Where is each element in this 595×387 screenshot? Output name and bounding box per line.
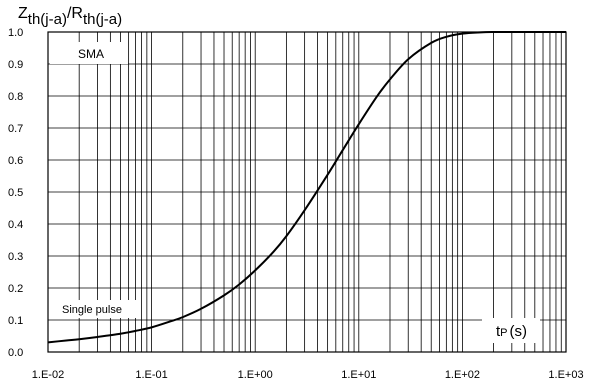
x-axis-title-sub: P: [500, 327, 507, 339]
pulse-label-box: [56, 300, 140, 318]
x-tick-label: 1.E+02: [445, 369, 480, 381]
x-axis-label-box: [482, 318, 540, 343]
y-axis-title: Zth(j-a)/Rth(j-a): [18, 5, 122, 28]
y-tick-label: 0.3: [8, 251, 23, 263]
y-axis-title-sub-2: th(j-a): [83, 11, 122, 28]
plot-frame: [47, 31, 567, 353]
x-tick-label: 1.E+03: [548, 369, 583, 381]
x-tick-label: 1.E-01: [135, 369, 167, 381]
y-tick-label: 0.0: [8, 347, 23, 359]
y-axis-title-sub-1: th(j-a): [28, 11, 67, 28]
pulse-label: Single pulse: [62, 304, 122, 316]
y-axis-title-slash: /: [67, 5, 72, 22]
x-tick-label: 1.E+00: [238, 369, 273, 381]
x-axis-title-main: t: [496, 323, 501, 340]
tick-labels: 0.0 0.1 0.2 0.3 0.4 0.5 0.6 0.7 0.8 0.9 1.0 1.E-02 1…: [8, 27, 584, 381]
x-axis-title-unit: (s): [510, 323, 528, 340]
package-label: SMA: [78, 47, 104, 61]
x-tick-label: 1.E-02: [32, 369, 64, 381]
series-line: [47, 30, 566, 344]
y-tick-label: 0.8: [8, 91, 23, 103]
y-tick-label: 0.9: [8, 59, 23, 71]
y-tick-label: 1.0: [8, 27, 23, 39]
y-tick-label: 0.2: [8, 283, 23, 295]
x-tick-label: 1.E+01: [341, 369, 376, 381]
package-label-box: [50, 42, 128, 64]
y-axis-title-main-1: Z: [18, 5, 28, 22]
y-tick-label: 0.4: [8, 219, 23, 231]
y-tick-label: 0.1: [8, 315, 23, 327]
grid: [47, 31, 566, 353]
y-tick-label: 0.5: [8, 187, 23, 199]
y-tick-label: 0.7: [8, 123, 23, 135]
x-axis-title: tP (s): [496, 323, 527, 340]
y-axis-title-main-2: R: [71, 5, 83, 22]
y-tick-label: 0.6: [8, 155, 23, 167]
